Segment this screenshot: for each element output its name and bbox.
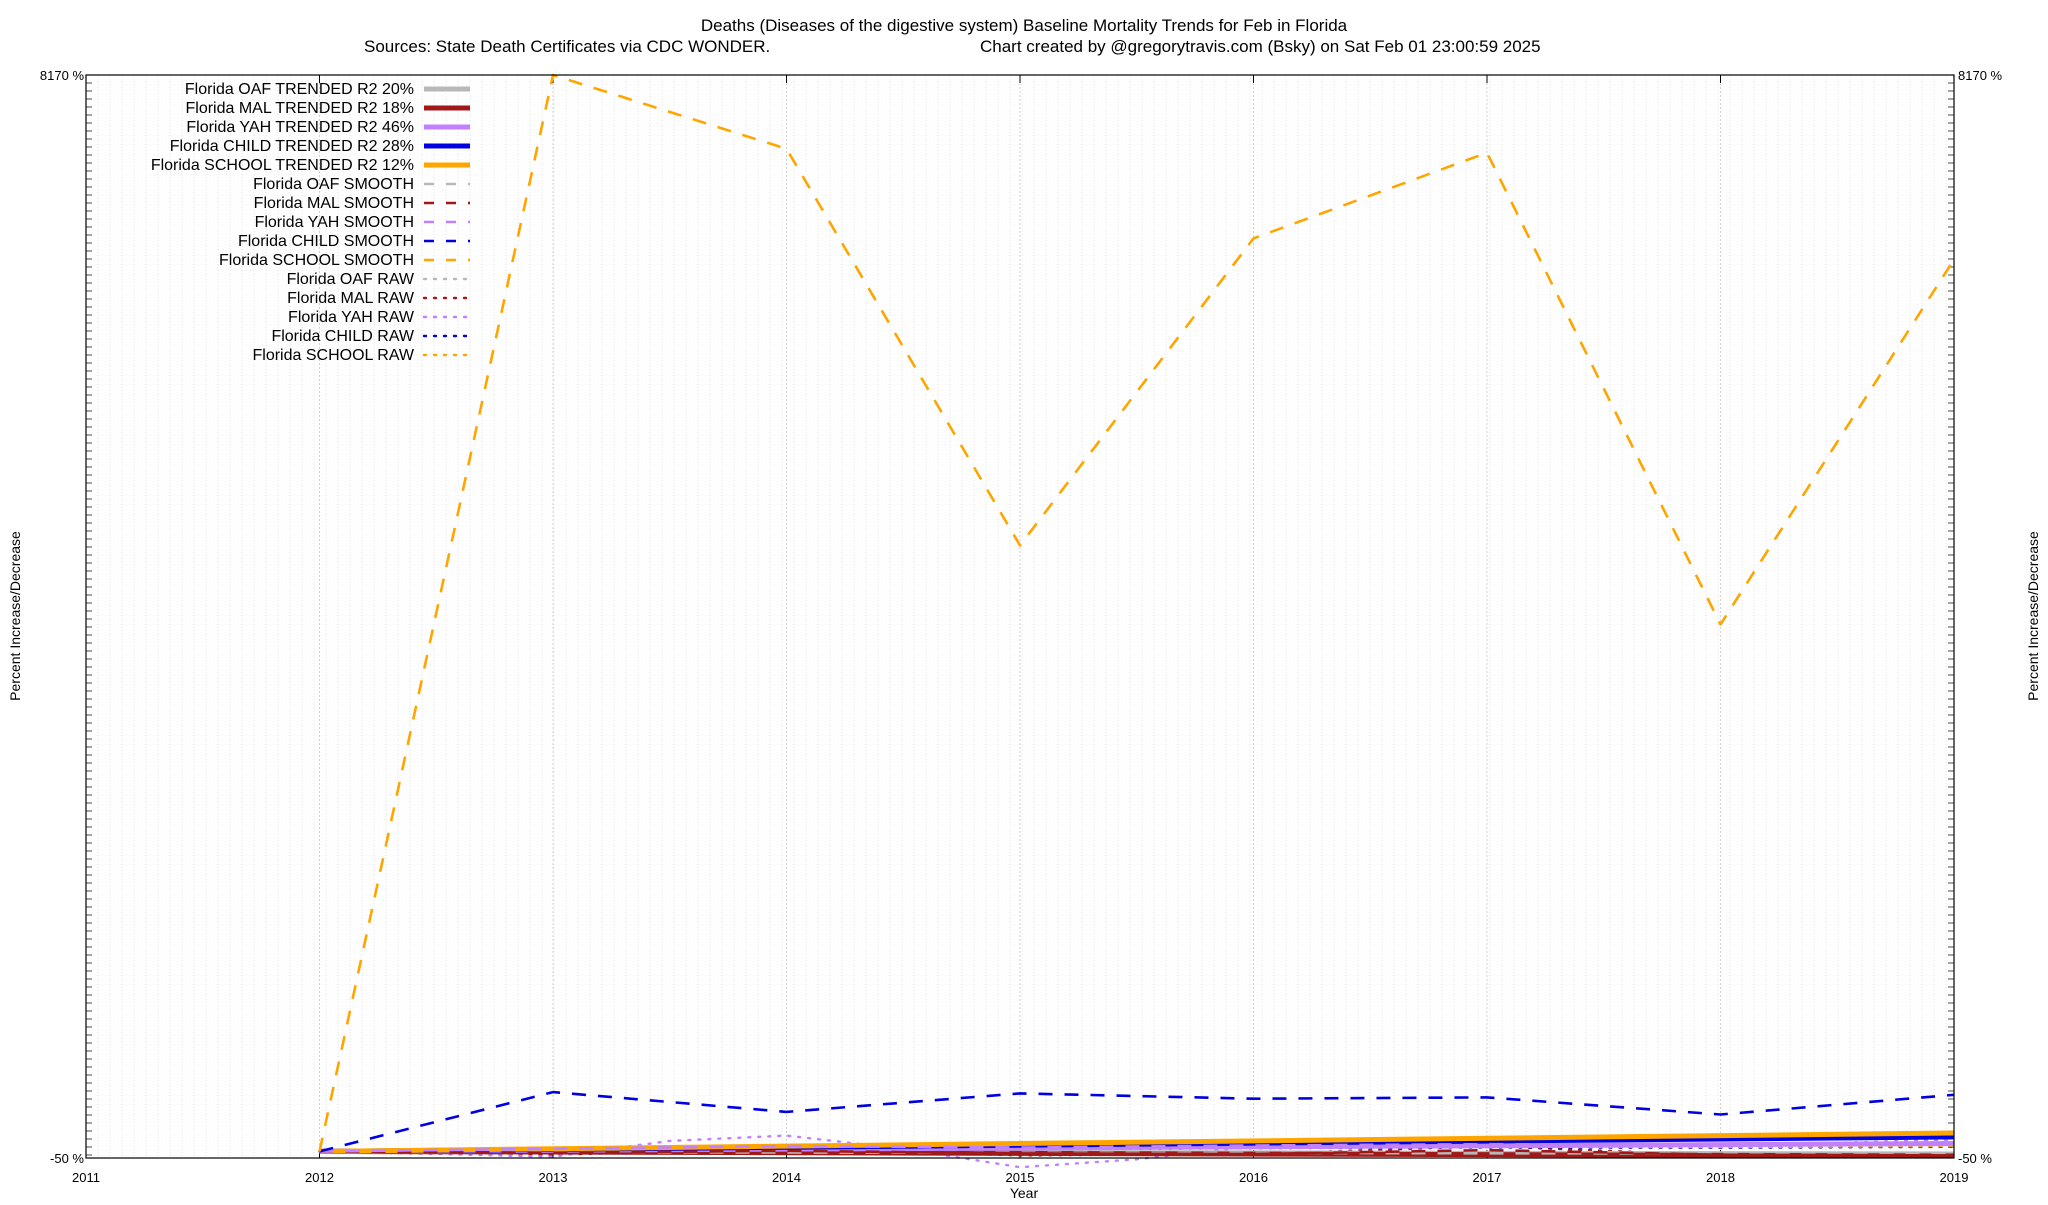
legend-label: Florida YAH TRENDED R2 46% <box>186 119 414 136</box>
legend: Florida OAF TRENDED R2 20% Florida MAL TR… <box>151 81 472 364</box>
legend-label: Florida YAH SMOOTH <box>255 214 414 231</box>
legend-label: Florida MAL RAW <box>287 290 415 307</box>
x-tick-label: 2017 <box>1473 1170 1502 1185</box>
plot-frame <box>85 74 1955 1159</box>
series-layer <box>318 73 1956 1169</box>
legend-label: Florida CHILD SMOOTH <box>238 233 414 250</box>
y-axis-label-left: Percent Increase/Decrease <box>7 531 23 701</box>
series-line-florida-yah-smooth <box>319 1141 1955 1153</box>
legend-label: Florida YAH RAW <box>288 309 415 326</box>
x-tick-label: 2013 <box>539 1170 568 1185</box>
grid-lines <box>85 75 1955 1158</box>
y-tick-bottom-right: -50 % <box>1958 1151 1992 1166</box>
x-tick-label: 2015 <box>1006 1170 1035 1185</box>
x-tick-label: 2014 <box>772 1170 801 1185</box>
series-line-florida-mal-smooth <box>319 1148 1955 1157</box>
chart-subtitle-credit: Chart created by @gregorytravis.com (Bsk… <box>980 37 1541 56</box>
legend-label: Florida CHILD RAW <box>271 328 414 345</box>
x-tick-label: 2011 <box>72 1170 100 1185</box>
x-tick-label: 2019 <box>1940 1170 1969 1185</box>
legend-label: Florida SCHOOL RAW <box>252 347 414 364</box>
chart-subtitle-source: Sources: State Death Certificates via CD… <box>364 37 770 56</box>
y-tick-bottom-left: -50 % <box>50 1151 84 1166</box>
legend-label: Florida OAF RAW <box>287 271 415 288</box>
axis-ticks: 2011 2012 2013 2014 2015 2016 2017 2018 2019 <box>72 74 1969 1185</box>
x-tick-label: 2016 <box>1239 1170 1268 1185</box>
y-axis-label-right: Percent Increase/Decrease <box>2025 531 2041 701</box>
x-axis-label: Year <box>1010 1185 1039 1200</box>
chart-title: Deaths (Diseases of the digestive system… <box>701 16 1348 35</box>
legend-label: Florida MAL TRENDED R2 18% <box>185 100 414 117</box>
legend-label: Florida OAF TRENDED R2 20% <box>185 81 414 98</box>
y-tick-top-left: 8170 % <box>40 68 85 83</box>
y-tick-top-right: 8170 % <box>1958 68 2003 83</box>
legend-label: Florida OAF SMOOTH <box>253 176 414 193</box>
legend-label: Florida SCHOOL SMOOTH <box>219 252 414 269</box>
legend-label: Florida MAL SMOOTH <box>254 195 414 212</box>
x-tick-label: 2012 <box>305 1170 334 1185</box>
x-tick-label: 2018 <box>1706 1170 1735 1185</box>
legend-label: Florida SCHOOL TRENDED R2 12% <box>151 157 414 174</box>
legend-label: Florida CHILD TRENDED R2 28% <box>170 138 414 155</box>
